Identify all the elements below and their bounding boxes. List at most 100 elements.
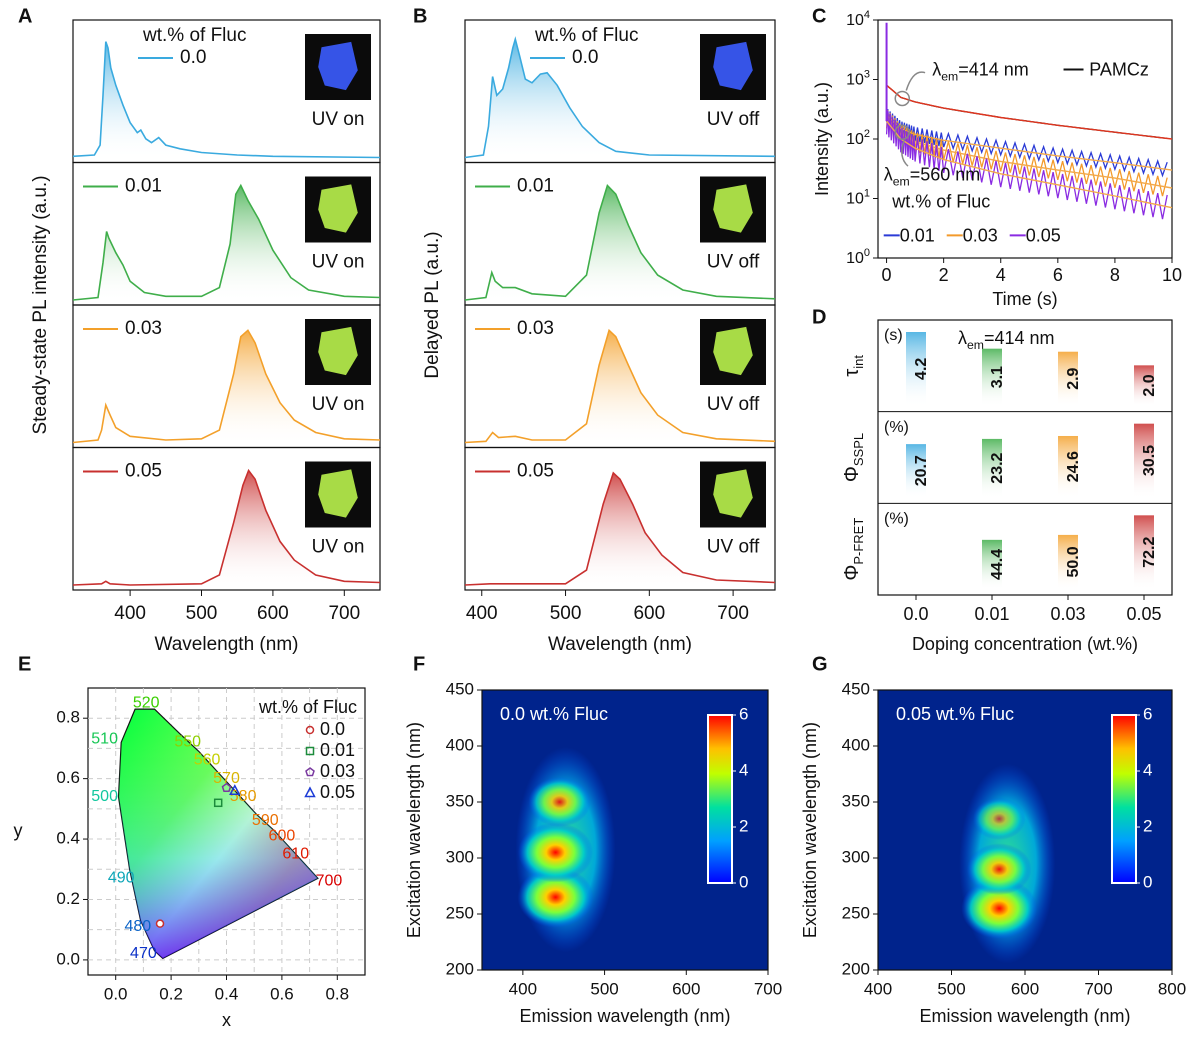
colorbar-tick-label: 4 [739, 760, 748, 779]
bar-0.03 [1058, 435, 1078, 498]
bar-value-label: 3.1 [989, 366, 1006, 388]
x-tick-label: 400 [864, 979, 892, 998]
y-tick-label: 400 [842, 735, 870, 754]
panel-letter-f: F [413, 653, 425, 675]
sample-photo [305, 176, 371, 243]
spectrum-line-0.0 [72, 41, 381, 159]
x-tick-label: 0.01 [974, 604, 1009, 624]
spectrum-fill-0.01 [465, 185, 775, 300]
panel-letter-a: A [18, 5, 32, 27]
sample-photo [305, 319, 371, 385]
wavelength-label: 490 [108, 870, 135, 887]
y-tick-label: 200 [842, 959, 870, 978]
legend-label: 0.03 [963, 225, 998, 245]
wavelength-label: 700 [316, 873, 343, 890]
x-tick-label: 6 [1053, 265, 1063, 285]
x-tick-label: 500 [550, 603, 582, 624]
spectrum-fill-0.0 [73, 41, 380, 158]
spectrum-line-0.03 [72, 329, 381, 444]
x-tick-label: 600 [633, 603, 665, 624]
y-axis-label: Excitation wavelength (nm) [404, 722, 424, 938]
spectrum-line-0.01 [464, 183, 776, 301]
bar-0.01 [982, 438, 1002, 498]
x-tick-label: 700 [717, 603, 749, 624]
y-tick-label: 104 [846, 9, 870, 29]
spectrum-line-0.05 [72, 468, 381, 586]
legend-label: 0.01 [320, 740, 355, 760]
y-tick-label: 200 [446, 959, 474, 978]
marker-0.03 [221, 782, 232, 792]
bar-value-label: 20.7 [913, 455, 930, 486]
wavelength-label: 590 [252, 812, 279, 829]
legend-label: 0.03 [517, 318, 554, 339]
colorbar-tick-label: 4 [1143, 760, 1152, 779]
x-axis-label: Emission wavelength (nm) [519, 1006, 730, 1026]
photo-crystal [713, 184, 753, 233]
legend-marker [305, 767, 315, 777]
row-unit: (%) [884, 511, 909, 528]
x-tick-label: 600 [1011, 979, 1039, 998]
bar-value-label: 2.0 [1141, 374, 1158, 396]
decay-fit-0.03 [886, 118, 1173, 189]
x-tick-label: 800 [1158, 979, 1186, 998]
legend-marker [304, 786, 316, 798]
y-tick-label: 350 [842, 791, 870, 810]
photo-crystal [713, 326, 753, 376]
x-axis-label: Wavelength (nm) [548, 634, 692, 655]
colorbar-tick-label: 6 [1143, 704, 1152, 723]
legend-title: wt.% of Fluc [534, 25, 638, 46]
bar-value-label: 2.9 [1065, 367, 1082, 389]
colorbar-tick-label: 0 [1143, 872, 1152, 891]
subplot-frame [464, 446, 776, 591]
legend-label: 0.0 [320, 719, 345, 739]
x-tick-label: 8 [1110, 265, 1120, 285]
x-tick-label: 0.05 [1126, 604, 1161, 624]
colorbar [707, 714, 733, 884]
legend-marker [305, 746, 315, 756]
heatmap-body [959, 763, 1056, 964]
sample-photo [700, 34, 766, 100]
bar-0.05 [1134, 365, 1154, 406]
spectrum-line-0.03 [464, 328, 776, 444]
bar-0.0 [906, 332, 926, 406]
photo-crystal [318, 326, 358, 376]
legend-label: 0.03 [320, 761, 355, 781]
spectrum-fill-0.01 [73, 185, 380, 300]
legend-label: 0.01 [125, 176, 162, 197]
photo-caption: UV on [312, 537, 365, 558]
y-tick-label: 300 [842, 847, 870, 866]
legend-title: wt.% of Fluc [142, 25, 246, 46]
x-tick-label: 0.6 [270, 984, 294, 1003]
annotation-lambda-560: λem=560 nm [884, 165, 981, 189]
y-tick-label: 0.8 [56, 708, 80, 727]
annotation-arrow [905, 71, 926, 91]
marker-0.01 [213, 798, 223, 808]
bar-value-label: 24.6 [1065, 451, 1082, 482]
photo-crystal [318, 184, 358, 233]
plot-frame [877, 319, 1173, 596]
row-label: ΦP-FRET [841, 518, 866, 581]
x-axis-label: Wavelength (nm) [155, 634, 299, 655]
x-tick-label: 500 [590, 979, 618, 998]
spectrum-fill-0.03 [465, 330, 775, 443]
annotation-arrow [901, 139, 909, 167]
panel-letter-e: E [18, 653, 31, 675]
x-axis-label: Doping concentration (wt.%) [912, 634, 1138, 654]
legend-label: 0.05 [320, 782, 355, 802]
legend-label: 0.03 [125, 318, 162, 339]
wavelength-label: 510 [91, 731, 118, 748]
bar-0.03 [1058, 534, 1078, 589]
panel-letter-c: C [812, 5, 826, 27]
bar-0.05 [1134, 515, 1154, 589]
y-tick-label: 350 [446, 791, 474, 810]
legend-label: 0.05 [517, 461, 554, 482]
legend-label: 0.05 [125, 461, 162, 482]
x-tick-label: 500 [937, 979, 965, 998]
colorbar-tick-label: 2 [739, 816, 748, 835]
y-tick-label: 0.2 [56, 889, 80, 908]
colorbar-tick-label: 6 [739, 704, 748, 723]
row-label: τint [841, 355, 866, 377]
photo-caption: UV off [707, 252, 760, 273]
y-tick-label: 450 [446, 679, 474, 698]
